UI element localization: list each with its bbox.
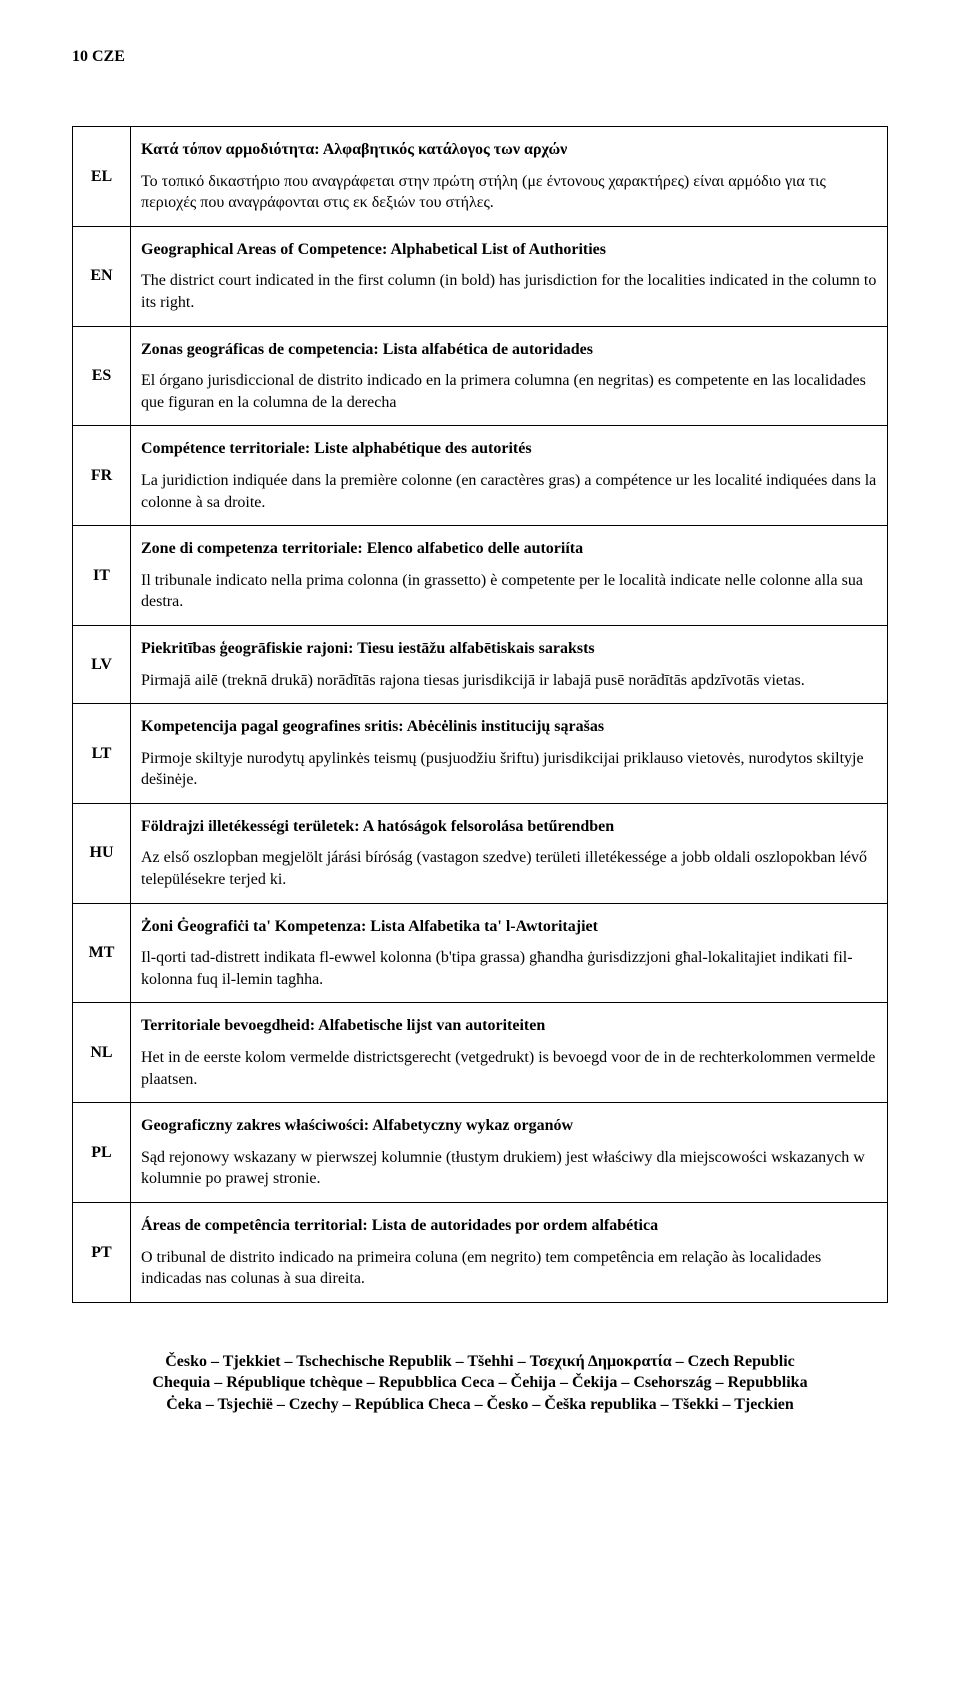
footer-line: Ċeka – Tsjechië – Czechy – República Che… (72, 1394, 888, 1416)
table-row: LT Kompetencija pagal geografines sritis:… (73, 704, 888, 804)
row-title: Kompetencija pagal geografines sritis: A… (141, 716, 877, 738)
row-body: Het in de eerste kolom vermelde district… (141, 1047, 877, 1090)
lang-text-cell: Áreas de competência territorial: Lista … (131, 1203, 888, 1303)
footer-line: Chequia – République tchèque – Repubblic… (72, 1372, 888, 1394)
row-body: O tribunal de distrito indicado na prime… (141, 1247, 877, 1290)
lang-text-cell: Geograficzny zakres właściwości: Alfabet… (131, 1103, 888, 1203)
table-row: LV Piekritības ģeogrāfiskie rajoni: Tiesu… (73, 625, 888, 703)
lang-text-cell: Kompetencija pagal geografines sritis: A… (131, 704, 888, 804)
row-body: Pirmajā ailē (treknā drukā) norādītās ra… (141, 670, 877, 692)
lang-code: PL (73, 1103, 131, 1203)
lang-text-cell: Κατά τόπον αρμοδιότητα: Αλφαβητικός κατά… (131, 127, 888, 227)
table-row: PT Áreas de competência territorial: List… (73, 1203, 888, 1303)
row-body: Il-qorti tad-distrett indikata fl-ewwel … (141, 947, 877, 990)
row-title: Compétence territoriale: Liste alphabéti… (141, 438, 877, 460)
lang-text-cell: Zonas geográficas de competencia: Lista … (131, 326, 888, 426)
lang-code: FR (73, 426, 131, 526)
lang-text-cell: Compétence territoriale: Liste alphabéti… (131, 426, 888, 526)
row-title: Żoni Ġeografiċi ta' Kompetenza: Lista Al… (141, 916, 877, 938)
row-body: Il tribunale indicato nella prima colonn… (141, 570, 877, 613)
row-title: Κατά τόπον αρμοδιότητα: Αλφαβητικός κατά… (141, 139, 877, 161)
lang-text-cell: Zone di competenza territoriale: Elenco … (131, 526, 888, 626)
lang-code: HU (73, 803, 131, 903)
lang-code: PT (73, 1203, 131, 1303)
table-row: NL Territoriale bevoegdheid: Alfabetische… (73, 1003, 888, 1103)
row-title: Piekritības ģeogrāfiskie rajoni: Tiesu i… (141, 638, 877, 660)
lang-code: MT (73, 903, 131, 1003)
row-body: El órgano jurisdiccional de distrito ind… (141, 370, 877, 413)
table-row: MT Żoni Ġeografiċi ta' Kompetenza: Lista … (73, 903, 888, 1003)
row-title: Áreas de competência territorial: Lista … (141, 1215, 877, 1237)
row-body: La juridiction indiquée dans la première… (141, 470, 877, 513)
table-row: HU Földrajzi illetékességi területek: A h… (73, 803, 888, 903)
lang-text-cell: Piekritības ģeogrāfiskie rajoni: Tiesu i… (131, 625, 888, 703)
footer-line: Česko – Tjekkiet – Tschechische Republik… (72, 1351, 888, 1373)
lang-code: NL (73, 1003, 131, 1103)
language-table-body: EL Κατά τόπον αρμοδιότητα: Αλφαβητικός κα… (73, 127, 888, 1303)
lang-code: LT (73, 704, 131, 804)
lang-code: IT (73, 526, 131, 626)
lang-text-cell: Territoriale bevoegdheid: Alfabetische l… (131, 1003, 888, 1103)
row-body: Sąd rejonowy wskazany w pierwszej kolumn… (141, 1147, 877, 1190)
row-title: Földrajzi illetékességi területek: A hat… (141, 816, 877, 838)
page-header: 10 CZE (72, 48, 888, 66)
table-row: FR Compétence territoriale: Liste alphabé… (73, 426, 888, 526)
table-row: EL Κατά τόπον αρμοδιότητα: Αλφαβητικός κα… (73, 127, 888, 227)
row-title: Zonas geográficas de competencia: Lista … (141, 339, 877, 361)
lang-code: EN (73, 226, 131, 326)
row-body: Az első oszlopban megjelölt járási bírós… (141, 847, 877, 890)
table-row: IT Zone di competenza territoriale: Elenc… (73, 526, 888, 626)
row-body: Pirmoje skiltyje nurodytų apylinkės teis… (141, 748, 877, 791)
lang-code: ES (73, 326, 131, 426)
lang-text-cell: Földrajzi illetékességi területek: A hat… (131, 803, 888, 903)
table-row: EN Geographical Areas of Competence: Alph… (73, 226, 888, 326)
table-row: PL Geograficzny zakres właściwości: Alfab… (73, 1103, 888, 1203)
lang-code: EL (73, 127, 131, 227)
row-body: Το τοπικό δικαστήριο που αναγράφεται στη… (141, 171, 877, 214)
row-title: Geographical Areas of Competence: Alphab… (141, 239, 877, 261)
row-title: Geograficzny zakres właściwości: Alfabet… (141, 1115, 877, 1137)
lang-code: LV (73, 625, 131, 703)
row-title: Territoriale bevoegdheid: Alfabetische l… (141, 1015, 877, 1037)
lang-text-cell: Geographical Areas of Competence: Alphab… (131, 226, 888, 326)
table-row: ES Zonas geográficas de competencia: List… (73, 326, 888, 426)
row-body: The district court indicated in the firs… (141, 270, 877, 313)
row-title: Zone di competenza territoriale: Elenco … (141, 538, 877, 560)
language-table: EL Κατά τόπον αρμοδιότητα: Αλφαβητικός κα… (72, 126, 888, 1303)
page-footer: Česko – Tjekkiet – Tschechische Republik… (72, 1351, 888, 1416)
lang-text-cell: Żoni Ġeografiċi ta' Kompetenza: Lista Al… (131, 903, 888, 1003)
